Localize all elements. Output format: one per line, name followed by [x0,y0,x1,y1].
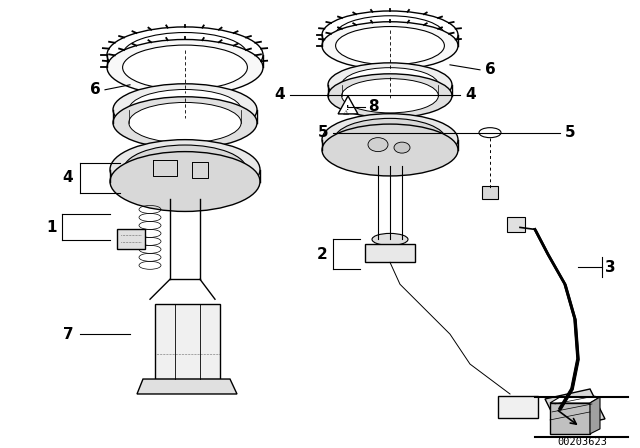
Ellipse shape [339,128,441,161]
FancyBboxPatch shape [482,185,498,199]
Ellipse shape [334,118,445,161]
FancyBboxPatch shape [498,396,538,418]
Text: 4: 4 [465,87,476,102]
Ellipse shape [110,151,260,211]
FancyBboxPatch shape [507,217,525,233]
Text: !: ! [346,105,349,111]
Ellipse shape [322,124,458,176]
Polygon shape [550,397,600,403]
Text: 7: 7 [63,327,74,342]
Ellipse shape [123,45,248,90]
FancyBboxPatch shape [365,244,415,263]
Ellipse shape [328,63,452,107]
Polygon shape [137,379,237,394]
Polygon shape [590,397,600,434]
Ellipse shape [322,114,458,166]
Text: 6: 6 [90,82,100,97]
Text: 2: 2 [317,247,328,262]
Text: 5: 5 [565,125,575,140]
FancyBboxPatch shape [117,229,145,250]
Ellipse shape [479,128,501,138]
Text: ⚠: ⚠ [343,110,349,116]
Ellipse shape [368,138,388,151]
Text: 3: 3 [605,260,615,275]
Polygon shape [155,304,220,379]
Text: 4: 4 [275,87,285,102]
Ellipse shape [129,103,241,143]
Ellipse shape [335,26,444,65]
Ellipse shape [394,142,410,153]
Text: 8: 8 [368,99,379,114]
Text: 1: 1 [47,220,57,235]
Text: 5: 5 [317,125,328,140]
Ellipse shape [107,39,263,95]
Ellipse shape [113,97,257,149]
Polygon shape [545,389,605,429]
Ellipse shape [124,145,246,194]
Ellipse shape [342,79,438,113]
Ellipse shape [328,74,452,118]
Ellipse shape [342,68,438,102]
Polygon shape [550,403,590,434]
Polygon shape [338,96,358,114]
Ellipse shape [110,140,260,199]
Ellipse shape [372,233,408,246]
Text: 4: 4 [63,170,74,185]
Ellipse shape [129,90,241,130]
Ellipse shape [129,155,241,194]
Text: 00203623: 00203623 [557,437,607,447]
Ellipse shape [322,22,458,69]
Text: 6: 6 [484,62,495,78]
Ellipse shape [113,84,257,136]
